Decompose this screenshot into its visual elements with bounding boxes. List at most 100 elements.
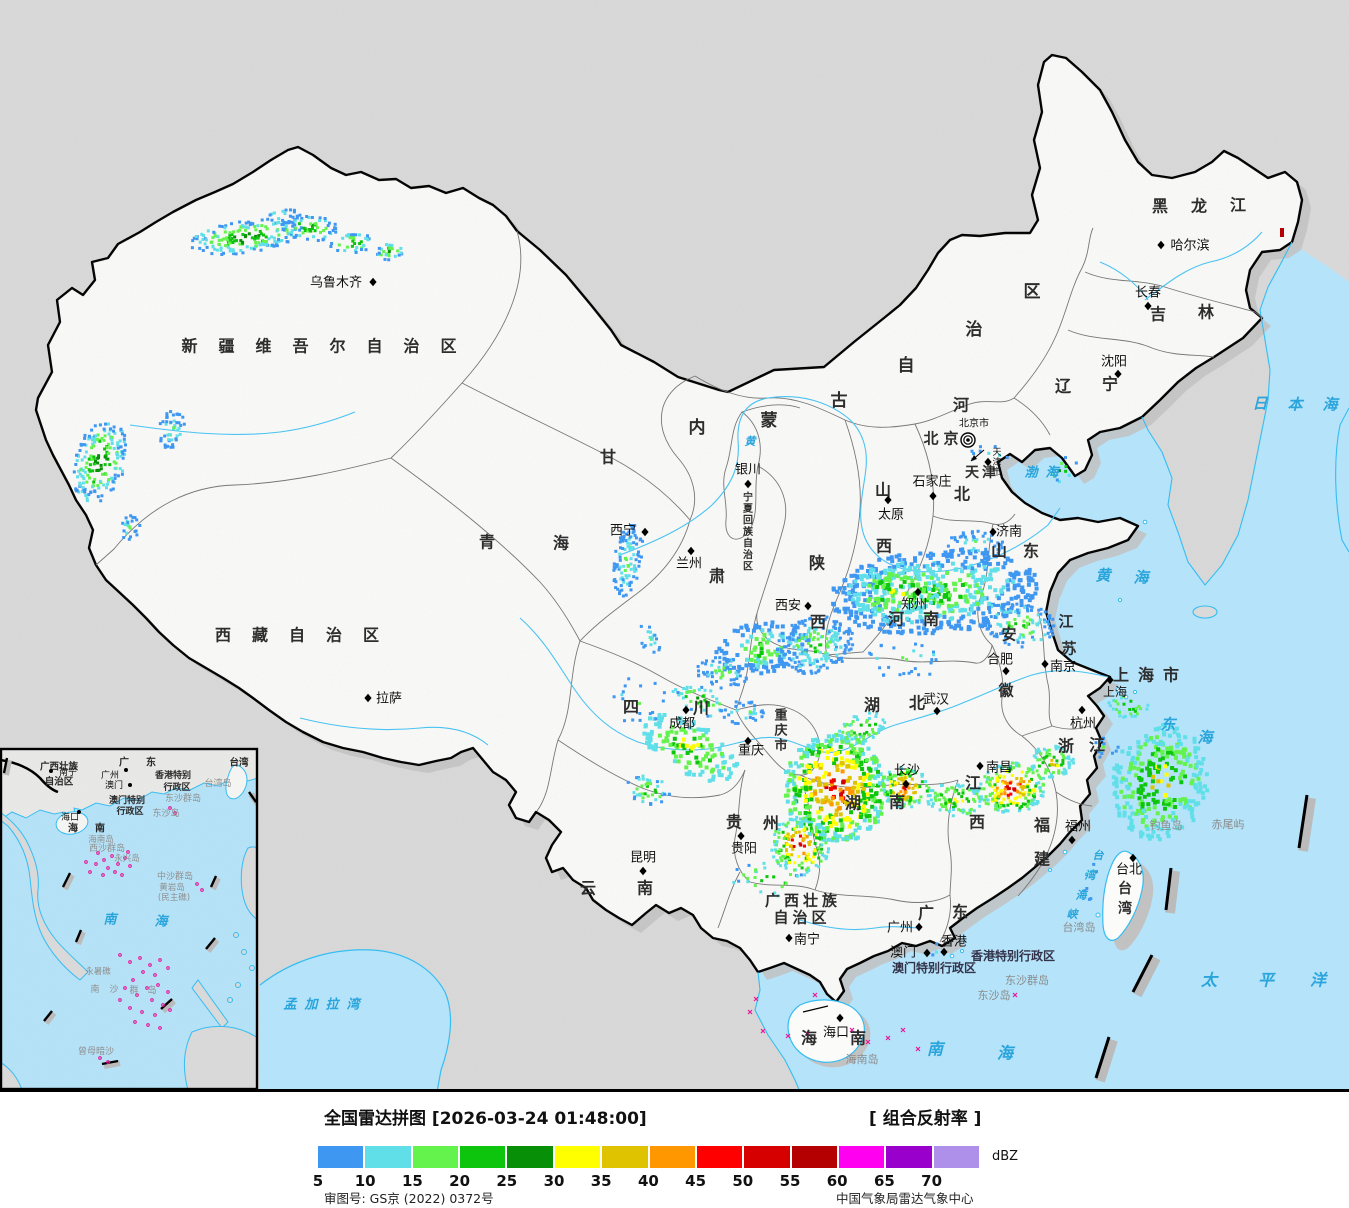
svg-text:津: 津 xyxy=(992,457,1001,468)
legend-swatch xyxy=(602,1146,648,1168)
province-label: 台湾 xyxy=(1118,880,1132,917)
svg-text:哈尔滨: 哈尔滨 xyxy=(1170,238,1209,254)
svg-text:黄: 黄 xyxy=(1095,566,1112,584)
inset-admin-label: 广东 xyxy=(119,756,156,769)
svg-text:重: 重 xyxy=(774,708,787,724)
svg-text:徽: 徽 xyxy=(997,681,1014,699)
city-label: 合肥 xyxy=(987,653,1013,676)
svg-text:吉: 吉 xyxy=(1150,305,1166,324)
svg-text:南: 南 xyxy=(927,1040,946,1059)
city-label: 南宁 xyxy=(785,932,820,948)
city-marker-diamond xyxy=(737,831,745,841)
svg-text:岛: 岛 xyxy=(147,984,156,996)
province-label: 吉林 xyxy=(1150,303,1214,324)
svg-text:澳门: 澳门 xyxy=(890,945,916,961)
colorbar-ticks: 5 10 15 20 25 30 35 40 45 50 55 60 65 70 xyxy=(313,1172,998,1190)
province-label: 黑龙江 xyxy=(1152,196,1246,216)
sea-label: 东海 xyxy=(1160,715,1215,746)
sea-label: 南海 xyxy=(103,912,169,930)
svg-text:宁: 宁 xyxy=(1102,375,1118,394)
svg-text:行政区: 行政区 xyxy=(115,805,143,817)
svg-text:本: 本 xyxy=(1287,395,1304,413)
inset-admin-label: 自治区 xyxy=(45,775,74,787)
svg-text:治: 治 xyxy=(743,548,753,561)
province-label: 江西 xyxy=(965,774,985,832)
svg-text:湾: 湾 xyxy=(1085,869,1098,882)
svg-text:内: 内 xyxy=(689,417,706,438)
svg-text:(民主礁): (民主礁) xyxy=(158,892,190,903)
legend-swatch xyxy=(933,1146,980,1168)
legend-swatch xyxy=(554,1146,601,1168)
svg-text:澳门: 澳门 xyxy=(105,779,123,791)
sea-label: 黄海 xyxy=(1095,566,1151,586)
legend-swatch xyxy=(365,1146,411,1168)
legend-panel: 全国雷达拼图 [2026-03-24 01:48:00] [ 组合反射率 ] d… xyxy=(0,1092,1349,1208)
svg-text:海: 海 xyxy=(154,914,169,930)
province-label: 四川 xyxy=(623,698,709,718)
city-marker-diamond xyxy=(902,779,910,789)
city-label: 济南 xyxy=(989,524,1022,540)
legend-swatch xyxy=(696,1146,743,1168)
svg-text:林: 林 xyxy=(1198,303,1214,322)
svg-text:云: 云 xyxy=(580,879,596,898)
svg-text:洋: 洋 xyxy=(1310,971,1328,990)
svg-text:贵阳: 贵阳 xyxy=(731,842,757,857)
svg-text:加: 加 xyxy=(303,997,319,1013)
inset-vietnam xyxy=(1,812,89,981)
rivers xyxy=(129,231,1263,931)
svg-text:治: 治 xyxy=(792,908,807,926)
inset-island-label: (民主礁) xyxy=(158,892,190,903)
svg-text:台: 台 xyxy=(1093,849,1105,862)
svg-text:维: 维 xyxy=(255,337,271,356)
province-boundaries xyxy=(95,227,1264,943)
city-marker-diamond xyxy=(914,587,922,597)
city-label: 澳门 xyxy=(890,945,931,961)
svg-text:南: 南 xyxy=(95,822,105,835)
city-marker-diamond xyxy=(682,705,690,715)
svg-text:天: 天 xyxy=(965,465,980,481)
city-label: 西宁 xyxy=(610,523,649,539)
island-label: 海南岛 xyxy=(846,1052,879,1066)
sea-label: 渤海 xyxy=(1024,465,1060,481)
city-label: 石家庄 xyxy=(912,474,952,501)
svg-text:渤: 渤 xyxy=(1024,465,1039,481)
province-label: 江苏 xyxy=(1058,612,1076,657)
inset-admin-label: 广西壮族 xyxy=(40,760,79,772)
svg-text:区: 区 xyxy=(363,626,379,645)
province-label: 山东 xyxy=(991,542,1039,561)
province-label: 肃 xyxy=(709,567,725,586)
legend-swatch xyxy=(791,1146,837,1168)
svg-text:峡: 峡 xyxy=(1067,908,1080,921)
svg-text:南: 南 xyxy=(637,879,653,898)
city-marker-diamond xyxy=(785,933,793,943)
province-label: 海南 xyxy=(801,1029,866,1048)
legend-tick: 30 xyxy=(543,1172,565,1190)
svg-text:南京: 南京 xyxy=(1050,659,1076,675)
svg-text:自: 自 xyxy=(289,626,305,645)
legend-tick: 60 xyxy=(826,1172,848,1190)
map-bottom-divider xyxy=(0,1089,1349,1092)
svg-text:南: 南 xyxy=(103,912,118,928)
svg-text:区: 区 xyxy=(1024,282,1041,302)
city-marker-diamond xyxy=(369,277,377,287)
sea xyxy=(755,242,1349,1092)
svg-text:江: 江 xyxy=(1089,736,1105,755)
svg-text:西沙群岛: 西沙群岛 xyxy=(89,842,125,854)
svg-text:广: 广 xyxy=(918,904,934,923)
svg-text:建: 建 xyxy=(1034,850,1050,869)
svg-text:海: 海 xyxy=(68,822,78,835)
svg-text:治: 治 xyxy=(966,319,983,340)
svg-text:西宁: 西宁 xyxy=(610,523,636,539)
city-label: 北京市 xyxy=(959,417,989,448)
legend-tick: 45 xyxy=(685,1172,707,1190)
svg-text:合肥: 合肥 xyxy=(987,653,1013,668)
inset-island-label: 海南岛 xyxy=(88,834,114,845)
island-label: 钓鱼岛 xyxy=(1150,818,1183,832)
svg-text:沙: 沙 xyxy=(109,984,118,995)
svg-text:东: 东 xyxy=(146,756,156,769)
license-text: 审图号: GS京 (2022) 0372号 xyxy=(324,1191,494,1206)
legend-tick: 20 xyxy=(449,1172,471,1190)
svg-text:台湾岛: 台湾岛 xyxy=(204,777,231,789)
svg-text:成都: 成都 xyxy=(669,717,695,732)
